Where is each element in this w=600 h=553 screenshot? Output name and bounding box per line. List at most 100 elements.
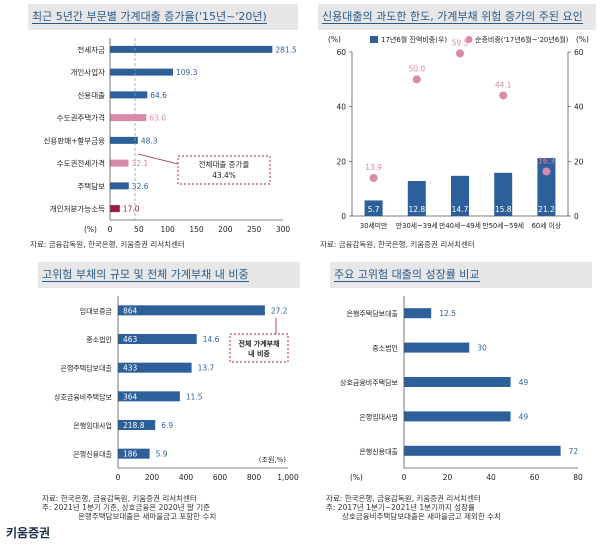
tick-label: 0 [341,212,346,221]
scatter-point [412,75,421,84]
tick-label: 200 [145,473,160,482]
share-label: 5.9 [156,450,168,459]
scatter-point [456,49,464,58]
data-label: 463 [123,335,138,344]
data-label: 59.5 [452,38,469,47]
tick-label: 0 [116,473,121,482]
bar [110,136,138,144]
share-label: 27.2 [271,306,288,315]
bar [110,68,174,76]
data-label: 32.6 [132,182,149,191]
brand-logo: 키움증권 [6,526,51,540]
data-label: 49 [519,412,529,421]
category-label: 신용대출 [77,90,105,100]
legend-label: 순증비중('17년6월~'20년6월) [475,35,569,44]
data-label: 12.8 [408,205,425,214]
category-label: 신용판매+할부금융 [44,136,106,145]
source-line: 주: 2017년 1분기~2021년 1분기까지 성장률 [326,503,475,512]
bar [404,445,561,456]
legend-swatch [370,36,378,43]
tick-label: 150 [189,225,204,234]
category-label: 만40세~49세 [439,221,481,230]
data-label: 32.1 [132,159,149,168]
category-label: 은행주택담보대출 [60,364,112,373]
bar [118,420,156,430]
chart-panel-credit-loan: 신용대출의 과도한 한도, 가계부채 위험 증가의 주된 요인 (%) (%) 0 2… [318,4,596,249]
data-label: 64.6 [150,91,167,100]
share-label: 6.9 [161,421,173,430]
category-label: 은행신용대출 [73,450,112,459]
axis-label: (%) [328,35,341,44]
bar [118,448,150,459]
data-label: 433 [123,364,138,373]
axis-label: (%) [350,473,363,482]
tick-label: 60 [530,473,540,482]
high-risk-debt-chart: 임대보증금 864 27.2 중소법인 463 14.6 은행주택담보대출 433 13.7 상호… [54,296,299,482]
data-label: 63.0 [149,114,166,123]
category-label: 수도권전세가격 [57,158,105,168]
category-label: 중소법인 [86,335,112,344]
loan-growth-chart: 전세자금 281.5 개인사업자 109.3 신용대출 64.6 수도권주택가격 63.0 신용… [44,38,297,234]
data-label: 16.3 [538,156,555,165]
category-label: 주택담보 [77,181,105,191]
source-line: 자료: 한국은행, 금융감독원, 키움증권 리서치센터 [326,494,481,503]
source-note-1: 자료: 금융감독원, 한국은행, 키움증권 리서치센터 [30,240,185,249]
tick-label: 20 [336,157,346,166]
data-label: 364 [123,392,138,401]
category-label: 30세미만 [360,221,387,230]
annotation-pointer [137,153,179,165]
category-label: 개인처분가능소득 [50,204,105,214]
category-label: 은행신용대출 [359,447,398,456]
data-label: 13.9 [365,163,382,172]
legend-swatch [465,36,473,43]
chart-title: 주요 고위험 대출의 성장률 비교 [330,262,592,288]
bar [404,308,432,319]
tick-label: 60 [574,48,584,57]
category-label: 60세 이상 [532,221,562,230]
tick-label: 40 [574,103,584,112]
category-label: 중소법인 [372,344,398,353]
bar [118,305,265,316]
legend-label: 17년6월 잔액비중(우) [381,35,447,44]
bar [118,391,180,402]
chart-panel-growth-compare: 주요 고위험 대출의 성장률 비교 은행주택담보대출 12.5 중소법인 30 상호금융… [330,262,592,487]
tick-label: 300 [276,225,291,234]
data-label: 186 [123,450,138,459]
tick-label: 20 [443,473,453,482]
bar [110,205,120,213]
data-label: 14.7 [452,205,469,214]
data-label: 49 [519,378,529,387]
scatter-point [499,91,508,100]
bar [110,182,129,190]
data-label: 44.1 [495,80,512,89]
data-label: 864 [123,306,138,315]
chart-title: 신용대출의 과도한 한도, 가계부채 위험 증가의 주된 요인 [318,4,596,30]
data-label: 15.8 [495,205,512,214]
data-label: 72 [569,447,579,456]
data-label: 218.8 [123,421,145,430]
bar [407,181,426,216]
bar [118,362,192,373]
bar [494,172,513,216]
annotation-box [229,333,289,363]
category-label: 상호금융비주택담보 [340,378,399,387]
data-label: 48.3 [141,136,158,145]
share-label: 14.6 [203,335,220,344]
tick-label: 200 [218,225,233,234]
tick-label: 600 [213,473,228,482]
bar [110,114,147,122]
tick-label: 40 [336,103,346,112]
scatter-point [369,174,378,183]
bar [404,411,511,422]
category-label: 만50세~59세 [482,221,524,230]
axis-label: (%) [576,35,589,44]
scatter-point [542,167,551,176]
tick-label: 0 [402,473,407,482]
bar [118,334,197,344]
annotation-text: 내 비중 [248,349,270,358]
category-label: 임대보증금 [80,307,113,315]
axis-label: (%) [84,225,97,234]
chart-panel-loan-growth: 최근 5년간 부문별 가계대출 증가율('15년~'20년) 전세자금 281.5… [28,4,298,249]
bar [404,342,470,353]
tick-label: 250 [247,225,262,234]
